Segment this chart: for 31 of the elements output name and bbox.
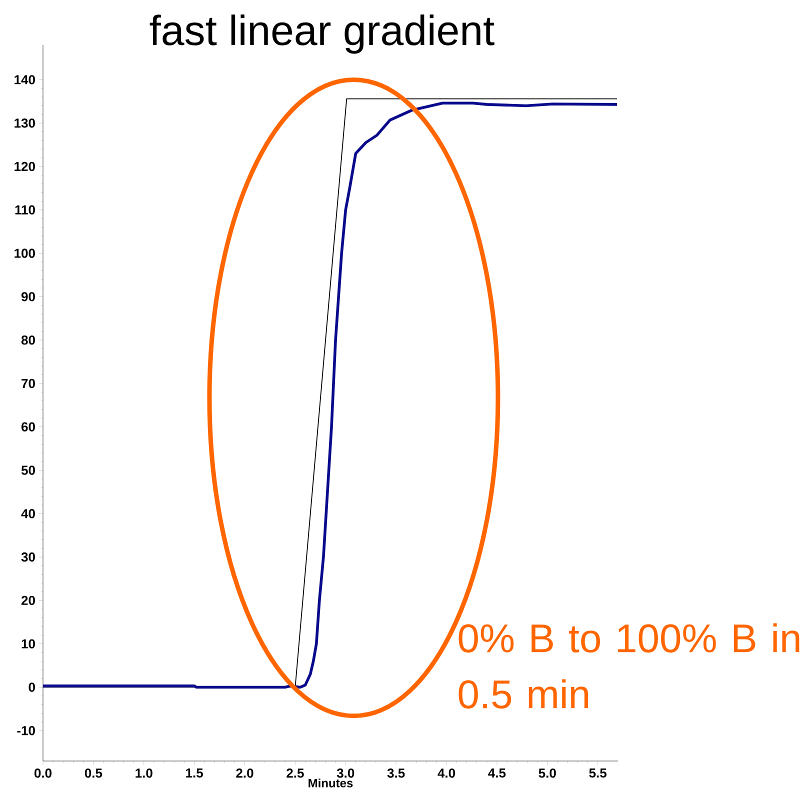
- annotation: 0% B to 100% B in 0.5 min: [458, 623, 800, 709]
- y-tick-label: 10: [22, 639, 35, 648]
- x-tick-label: 4.5: [488, 768, 506, 778]
- y-tick-label: 40: [21, 509, 35, 518]
- y-tick-label: 0: [28, 682, 35, 692]
- x-tick-label: 3.5: [387, 768, 405, 778]
- y-tick-label: 80: [21, 335, 35, 345]
- x-tick-label: 4.0: [438, 768, 456, 778]
- y-tick-label: 130: [14, 118, 35, 128]
- x-tick-label: 2.5: [286, 768, 304, 778]
- y-tick-label: 110: [15, 205, 35, 214]
- x-tick-label: 5.0: [538, 768, 556, 778]
- y-tick-label: 70: [22, 378, 35, 388]
- y-tick-label: 90: [21, 292, 35, 302]
- x-tick-label: 0.0: [34, 768, 52, 778]
- y-tick-label: 50: [21, 466, 35, 475]
- x-tick-label: 0.5: [84, 768, 102, 778]
- x-tick-label: 1.5: [186, 768, 203, 778]
- x-axis-title: Minutes: [308, 778, 353, 788]
- y-tick-label: 140: [14, 75, 35, 84]
- x-tick-label: 1.0: [136, 768, 152, 778]
- y-tick-label: -10: [17, 726, 35, 736]
- y-tick-label: 120: [14, 162, 35, 172]
- y-tick-label: 30: [21, 552, 35, 562]
- x-tick-label: 5.5: [589, 768, 607, 778]
- y-tick-label: 60: [21, 422, 35, 432]
- y-tick-label: 100: [14, 248, 35, 258]
- x-tick-label: 3.0: [336, 768, 354, 778]
- x-tick-label: 2.0: [236, 768, 254, 778]
- y-tick-label: 20: [21, 596, 35, 606]
- chart-title: fast linear gradient: [150, 14, 494, 54]
